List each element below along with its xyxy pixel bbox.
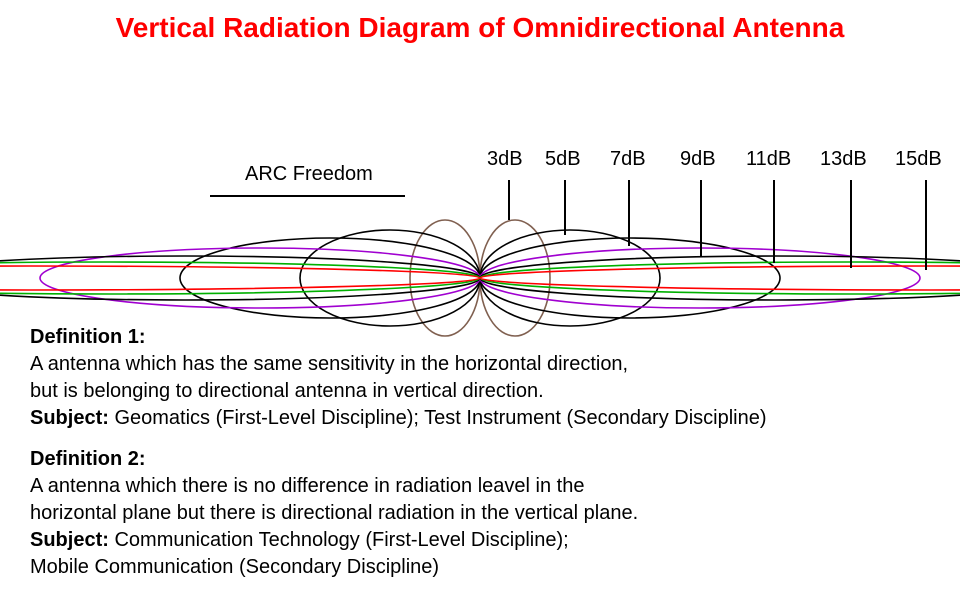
db-tick bbox=[700, 180, 702, 256]
lobe-left bbox=[0, 266, 480, 290]
db-label: 5dB bbox=[545, 148, 581, 171]
definition-line: horizontal plane but there is directiona… bbox=[30, 500, 930, 527]
definition-line: A antenna which there is no difference i… bbox=[30, 473, 930, 500]
definition-block: Definition 2:A antenna which there is no… bbox=[30, 446, 930, 581]
definition-line: A antenna which has the same sensitivity… bbox=[30, 351, 930, 378]
definition-line: but is belonging to directional antenna … bbox=[30, 378, 930, 405]
lobe-right bbox=[480, 266, 960, 290]
subject-label: Subject: bbox=[30, 407, 109, 429]
radiation-diagram: ARC Freedom 3dB 5dB 7dB 9dB 11dB 13dB 15dB bbox=[0, 70, 960, 290]
subject-line: Subject: Communication Technology (First… bbox=[30, 527, 930, 554]
subject-text: Communication Technology (First-Level Di… bbox=[109, 529, 569, 551]
db-label: 13dB bbox=[820, 148, 867, 171]
db-label: 11dB bbox=[746, 148, 791, 171]
db-tick bbox=[508, 180, 510, 220]
db-label: 7dB bbox=[610, 148, 646, 171]
arc-freedom-underline bbox=[210, 195, 405, 197]
subject-line: Subject: Geomatics (First-Level Discipli… bbox=[30, 405, 930, 432]
arc-freedom-label: ARC Freedom bbox=[245, 163, 373, 186]
db-label: 15dB bbox=[895, 148, 942, 171]
db-label: 3dB bbox=[487, 148, 523, 171]
definition-heading: Definition 2: bbox=[30, 446, 930, 473]
subject-text: Geomatics (First-Level Discipline); Test… bbox=[109, 407, 767, 429]
db-tick bbox=[628, 180, 630, 246]
page-title: Vertical Radiation Diagram of Omnidirect… bbox=[116, 12, 845, 44]
subject-line: Mobile Communication (Secondary Discipli… bbox=[30, 554, 930, 581]
db-label: 9dB bbox=[680, 148, 716, 171]
subject-label: Subject: bbox=[30, 529, 109, 551]
definitions-section: Definition 1: A antenna which has the sa… bbox=[30, 310, 930, 581]
db-tick bbox=[850, 180, 852, 268]
db-tick bbox=[773, 180, 775, 263]
db-tick bbox=[564, 180, 566, 235]
lobes-svg bbox=[0, 70, 960, 350]
db-tick bbox=[925, 180, 927, 270]
definition-heading: Definition 1: bbox=[30, 324, 930, 351]
definition-block: Definition 1: A antenna which has the sa… bbox=[30, 324, 930, 432]
